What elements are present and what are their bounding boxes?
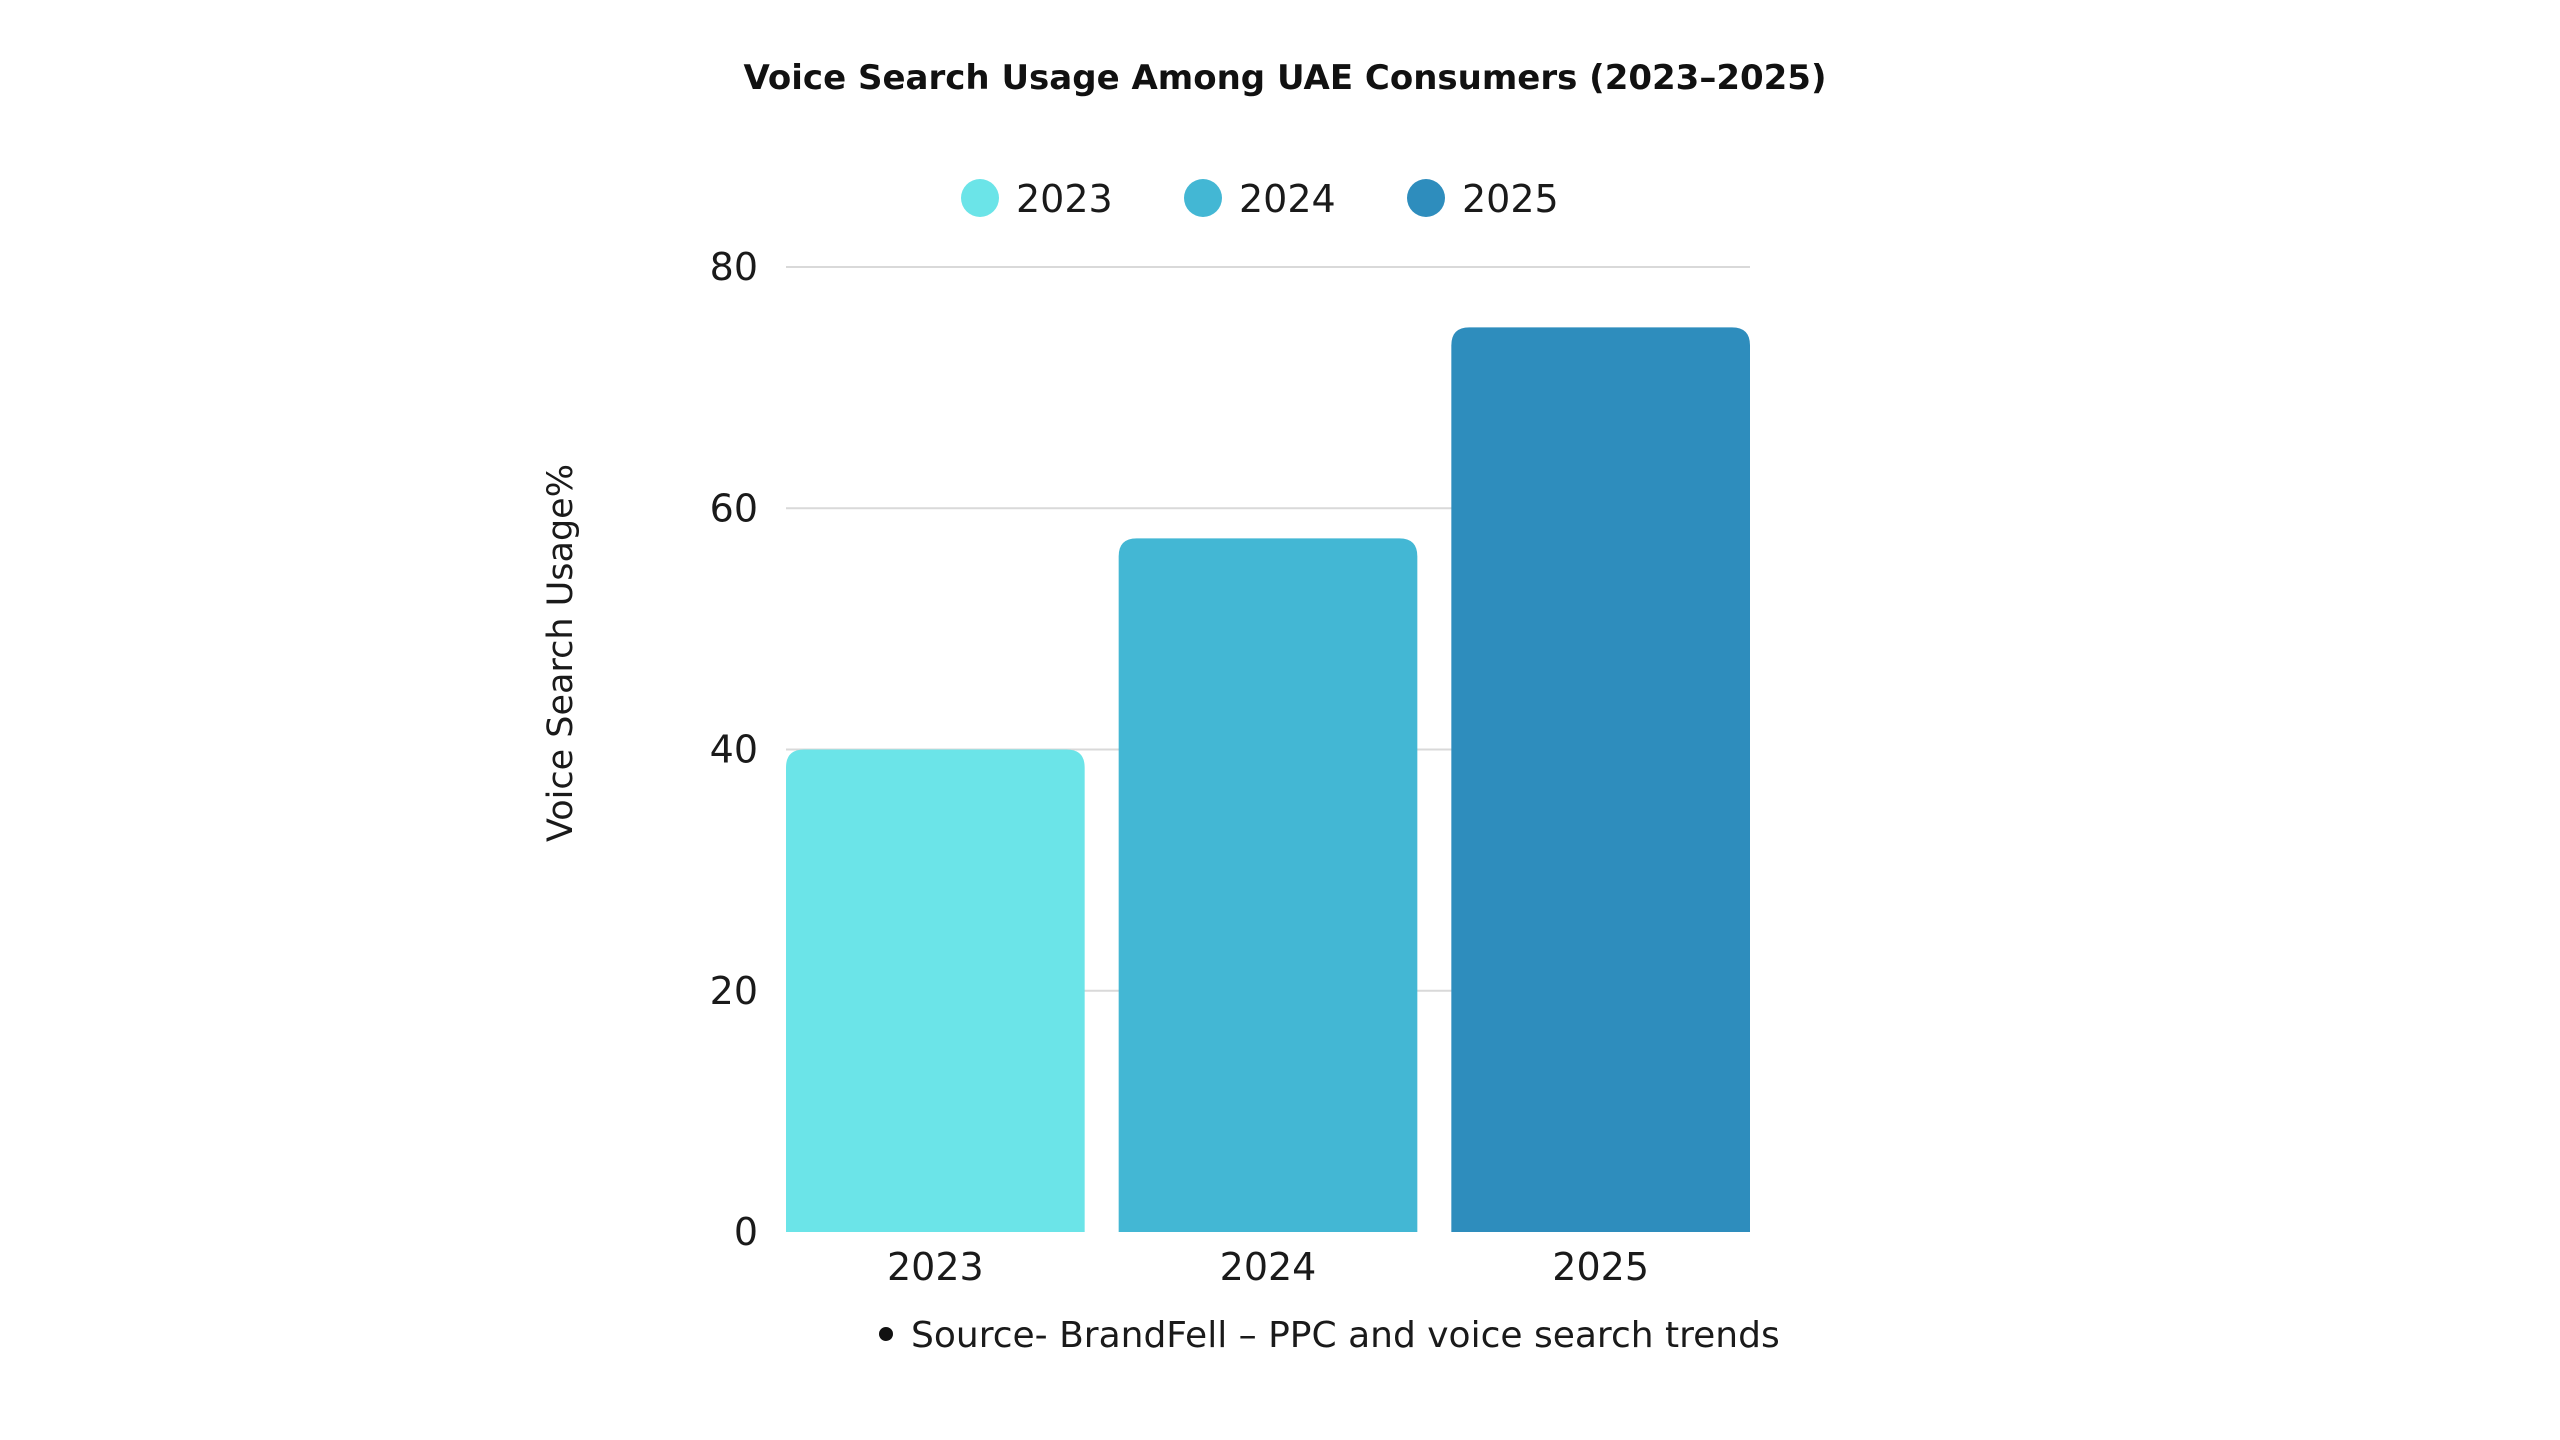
x-tick-label: 2024 <box>1220 1245 1317 1289</box>
y-tick-label: 60 <box>710 486 758 530</box>
legend-swatch-2024 <box>1184 179 1222 217</box>
bar-2024 <box>1118 538 1418 1232</box>
legend-swatch-2025 <box>1407 179 1445 217</box>
y-tick-label: 80 <box>710 245 758 289</box>
chart-title: Voice Search Usage Among UAE Consumers (… <box>743 58 1826 98</box>
y-axis-title: Voice Search Usage% <box>541 464 581 842</box>
legend-label-2024: 2024 <box>1239 177 1336 221</box>
x-tick-label: 2025 <box>1552 1245 1649 1289</box>
legend: 2023 2024 2025 <box>961 177 1559 221</box>
x-axis-labels: 2023 2024 2025 <box>887 1245 1649 1289</box>
y-axis-ticks: 0 20 40 60 80 <box>710 245 758 1254</box>
source-note: Source- BrandFell – PPC and voice search… <box>879 1315 1780 1356</box>
bar-2023 <box>786 749 1085 1232</box>
source-text: Source- BrandFell – PPC and voice search… <box>911 1315 1780 1356</box>
bars <box>786 327 1750 1232</box>
legend-swatch-2023 <box>961 179 999 217</box>
x-tick-label: 2023 <box>887 1245 984 1289</box>
legend-label-2023: 2023 <box>1016 177 1113 221</box>
bar-2025 <box>1451 327 1750 1232</box>
y-tick-label: 40 <box>710 728 758 772</box>
legend-label-2025: 2025 <box>1462 177 1559 221</box>
source-bullet <box>879 1327 893 1341</box>
y-tick-label: 20 <box>710 969 758 1013</box>
y-tick-label: 0 <box>734 1210 758 1254</box>
